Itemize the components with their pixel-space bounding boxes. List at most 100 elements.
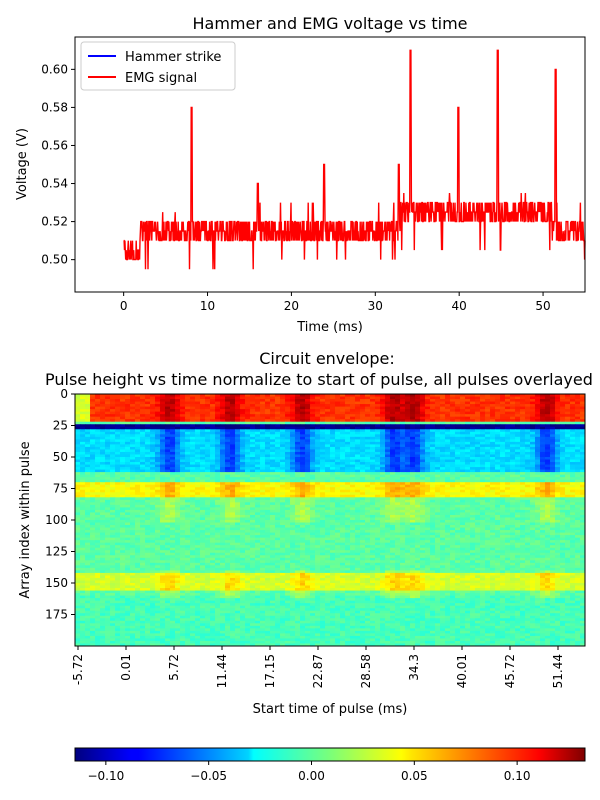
heatmap-cell: [285, 444, 291, 448]
heatmap-cell: [540, 457, 546, 461]
heatmap-cell: [165, 431, 171, 435]
heatmap-cell: [415, 406, 421, 410]
heatmap-cell: [345, 446, 351, 450]
heatmap-cell: [160, 404, 166, 408]
heatmap-cell: [485, 484, 491, 488]
heatmap-cell: [565, 507, 571, 511]
heatmap-cell: [290, 399, 296, 403]
heatmap-cell: [255, 436, 261, 440]
heatmap-cell: [465, 444, 471, 448]
heatmap-cell: [90, 434, 96, 438]
heatmap-cell: [160, 441, 166, 445]
heatmap-cell: [280, 499, 286, 503]
heatmap-cell: [555, 477, 561, 481]
heatmap-cell: [260, 454, 266, 458]
heatmap-cell: [195, 487, 201, 491]
heatmap-cell: [510, 454, 516, 458]
heatmap-cell: [345, 457, 351, 461]
heatmap-cell: [320, 474, 326, 478]
heatmap-cell: [325, 509, 331, 513]
heatmap-cell: [535, 396, 541, 400]
heatmap-cell: [260, 504, 266, 508]
heatmap-cell: [565, 411, 571, 415]
heatmap-cell: [110, 401, 116, 405]
heatmap-cell: [535, 512, 541, 516]
heatmap-cell: [325, 504, 331, 508]
heatmap-cell: [225, 492, 231, 496]
heatmap-cell: [240, 497, 246, 501]
heatmap-cell: [450, 479, 456, 483]
heatmap-cell: [150, 394, 156, 398]
heatmap-cell: [205, 462, 211, 466]
heatmap-cell: [305, 494, 311, 498]
heatmap-cell: [260, 441, 266, 445]
heatmap-cell: [155, 489, 161, 493]
chart1-plot-area: [123, 49, 586, 270]
heatmap-cell: [330, 401, 336, 405]
heatmap-cell: [475, 404, 481, 408]
heatmap-cell: [95, 467, 101, 471]
heatmap-cell: [130, 406, 136, 410]
heatmap-cell: [205, 414, 211, 418]
heatmap-cell: [185, 484, 191, 488]
heatmap-cell: [185, 454, 191, 458]
heatmap-cell: [250, 451, 256, 455]
heatmap-cell: [565, 464, 571, 468]
heatmap-cell: [100, 494, 106, 498]
heatmap-cell: [210, 504, 216, 508]
heatmap-cell: [430, 409, 436, 413]
heatmap-cell: [365, 502, 371, 506]
heatmap-cell: [435, 507, 441, 511]
heatmap-cell: [125, 429, 131, 433]
heatmap-cell: [240, 426, 246, 430]
heatmap-cell: [290, 401, 296, 405]
heatmap-cell: [145, 436, 151, 440]
heatmap-cell: [465, 494, 471, 498]
heatmap-cell: [520, 444, 526, 448]
heatmap-cell: [360, 401, 366, 405]
heatmap-cell: [580, 396, 585, 400]
heatmap-cell: [455, 401, 461, 405]
heatmap-cell: [245, 441, 251, 445]
heatmap-cell: [295, 401, 301, 405]
heatmap-cell: [235, 411, 241, 415]
heatmap-cell: [375, 464, 381, 468]
heatmap-cell: [475, 507, 481, 511]
heatmap-cell: [195, 457, 201, 461]
heatmap-cell: [465, 411, 471, 415]
heatmap-cell: [150, 457, 156, 461]
heatmap-cell: [525, 454, 531, 458]
heatmap-cell: [480, 401, 486, 405]
heatmap-cell: [365, 494, 371, 498]
heatmap-cell: [110, 462, 116, 466]
heatmap-cell: [245, 454, 251, 458]
heatmap-cell: [245, 504, 251, 508]
heatmap-cell: [550, 474, 556, 478]
heatmap-cell: [300, 411, 306, 415]
heatmap-cell: [130, 429, 136, 433]
heatmap-cell: [90, 406, 96, 410]
heatmap-cell: [415, 414, 421, 418]
heatmap-cell: [300, 499, 306, 503]
heatmap-cell: [565, 436, 571, 440]
heatmap-cell: [410, 484, 416, 488]
heatmap-cell: [195, 454, 201, 458]
heatmap-cell: [120, 467, 126, 471]
heatmap-cell: [130, 414, 136, 418]
heatmap-cell: [440, 396, 446, 400]
heatmap-cell: [550, 421, 556, 425]
heatmap-cell: [560, 497, 566, 501]
heatmap-cell: [570, 414, 576, 418]
heatmap-cell: [260, 414, 266, 418]
heatmap-cell: [140, 472, 146, 476]
heatmap-cell: [380, 434, 386, 438]
heatmap-cell: [290, 479, 296, 483]
heatmap-cell: [530, 477, 536, 481]
heatmap-cell: [340, 479, 346, 483]
heatmap-cell: [245, 399, 251, 403]
heatmap-cell: [220, 479, 226, 483]
heatmap-cell: [435, 396, 441, 400]
heatmap-cell: [330, 472, 336, 476]
heatmap-cell: [135, 477, 141, 481]
heatmap-cell: [125, 454, 131, 458]
